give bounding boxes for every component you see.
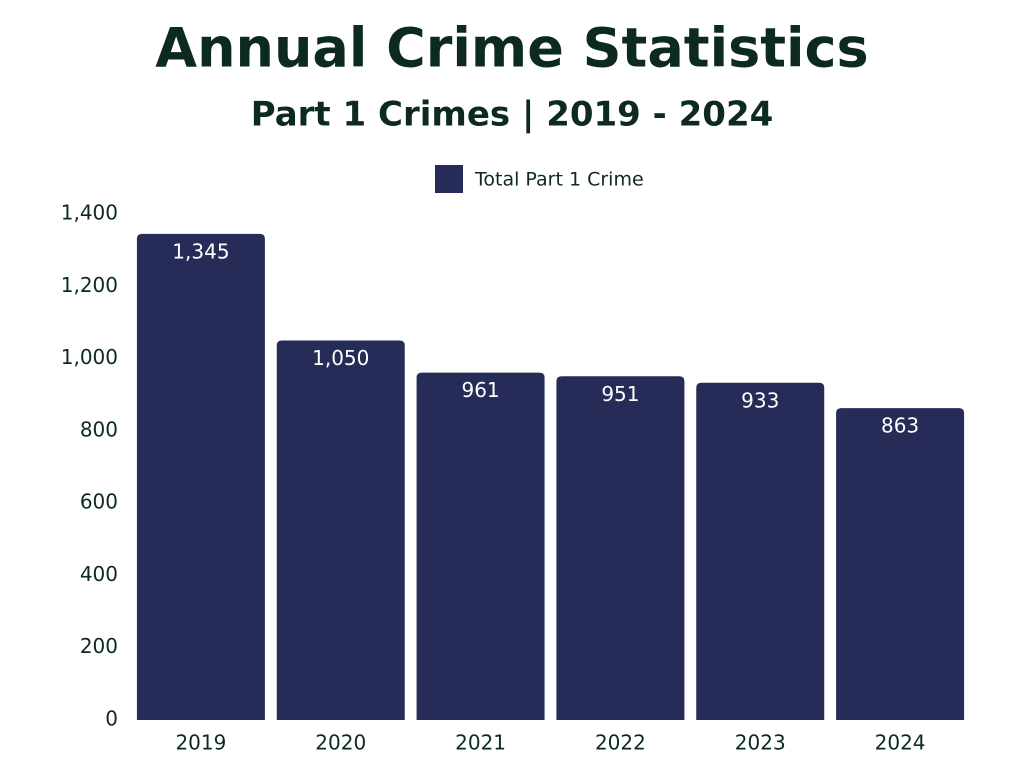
value-label: 1,050 bbox=[312, 346, 369, 370]
chart-subtitle: Part 1 Crimes | 2019 - 2024 bbox=[251, 95, 774, 135]
y-tick-label: 1,200 bbox=[61, 273, 118, 297]
value-label: 863 bbox=[881, 414, 919, 438]
value-label: 951 bbox=[601, 382, 639, 406]
bar bbox=[416, 372, 545, 720]
x-tick-label: 2024 bbox=[875, 731, 926, 755]
bar bbox=[136, 233, 265, 720]
y-tick-label: 1,400 bbox=[61, 201, 118, 225]
chart-title: Annual Crime Statistics bbox=[155, 17, 868, 80]
x-tick-label: 2021 bbox=[455, 731, 506, 755]
bar bbox=[276, 340, 405, 720]
x-tick-label: 2020 bbox=[315, 731, 366, 755]
value-label: 1,345 bbox=[172, 239, 229, 263]
x-tick-label: 2019 bbox=[175, 731, 226, 755]
y-tick-label: 800 bbox=[80, 417, 118, 441]
bar bbox=[696, 382, 825, 720]
y-tick-label: 200 bbox=[80, 634, 118, 658]
bar bbox=[556, 376, 685, 720]
legend-swatch bbox=[435, 165, 463, 193]
bar bbox=[836, 408, 965, 720]
x-tick-label: 2023 bbox=[735, 731, 786, 755]
y-tick-label: 0 bbox=[105, 707, 118, 731]
value-label: 961 bbox=[461, 378, 499, 402]
legend-label: Total Part 1 Crime bbox=[474, 169, 644, 191]
value-label: 933 bbox=[741, 388, 779, 412]
y-tick-label: 400 bbox=[80, 562, 118, 586]
y-tick-label: 1,000 bbox=[61, 345, 118, 369]
x-tick-label: 2022 bbox=[595, 731, 646, 755]
y-tick-label: 600 bbox=[80, 490, 118, 514]
